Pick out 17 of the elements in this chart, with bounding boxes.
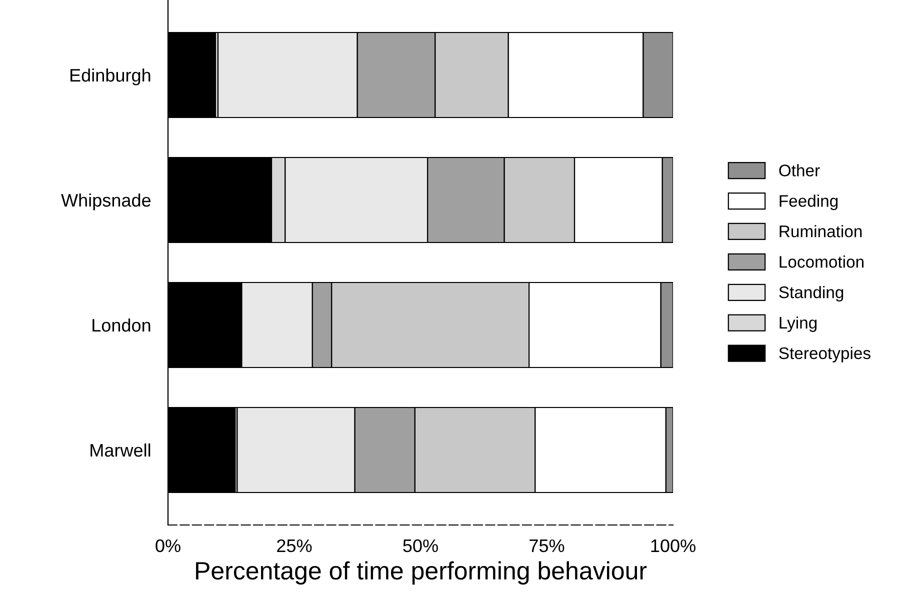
y-tick-label: Edinburgh: [70, 68, 150, 86]
legend-label: Other: [779, 164, 820, 176]
y-tick-label: London: [92, 318, 150, 332]
legend-label: Lying: [780, 316, 817, 332]
legend-label: Rumination: [780, 225, 862, 238]
x-tick-label: 75%: [530, 539, 564, 552]
x-tick-label: 50%: [403, 539, 438, 552]
y-tick-label: Whipsnade: [61, 193, 151, 210]
x-tick-label: 100%: [651, 539, 696, 552]
legend-label: Standing: [779, 286, 844, 302]
legend-label: Locomotion: [780, 256, 864, 268]
legend-label: Feeding: [780, 194, 838, 210]
x-tick-label: 0%: [156, 539, 180, 552]
x-axis-title: Percentage of time performing behaviour: [196, 561, 647, 585]
y-tick-label: Marwell: [90, 443, 150, 457]
legend-label: Stereotypies: [779, 346, 870, 362]
x-tick-label: 25%: [277, 539, 312, 552]
